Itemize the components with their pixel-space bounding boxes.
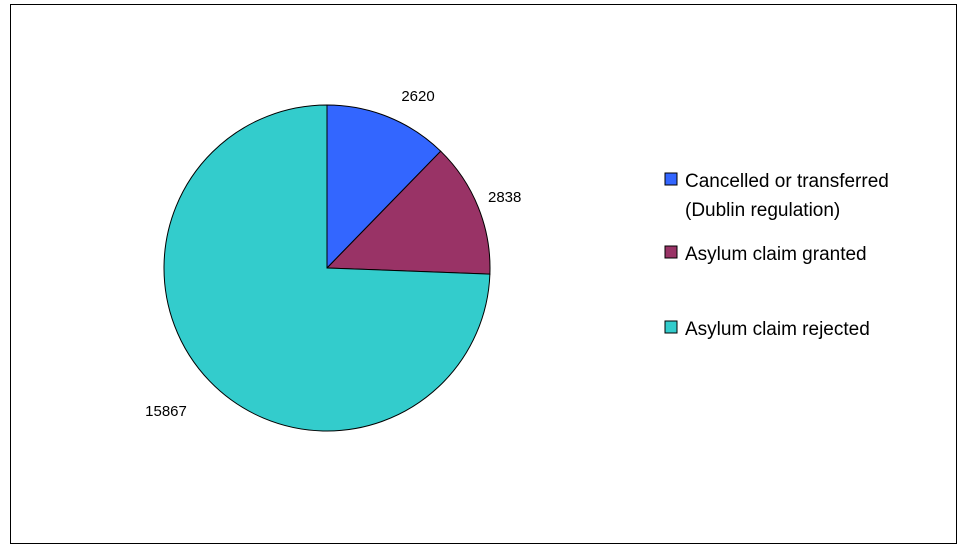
legend-label-0-line-1: (Dublin regulation) bbox=[685, 200, 840, 221]
pie-slices bbox=[163, 104, 491, 432]
data-label-0: 2620 bbox=[401, 88, 434, 105]
data-label-2: 15867 bbox=[145, 403, 187, 420]
legend-label-0: Cancelled or transferred bbox=[685, 171, 889, 192]
legend-label-2: Asylum claim rejected bbox=[685, 319, 870, 340]
legend-swatch-1 bbox=[664, 245, 678, 259]
data-label-1: 2838 bbox=[488, 189, 521, 206]
legend: Cancelled or transferred (Dublin regulati… bbox=[664, 171, 889, 340]
legend-swatch-2 bbox=[664, 320, 678, 334]
pie-slice-2 bbox=[163, 104, 491, 432]
data-labels: 2620 2838 15867 bbox=[145, 88, 521, 420]
legend-label-1: Asylum claim granted bbox=[685, 244, 867, 265]
legend-swatch-0 bbox=[664, 172, 678, 186]
pie-slice-0 bbox=[326, 104, 442, 270]
pie-slice-1 bbox=[325, 150, 491, 275]
